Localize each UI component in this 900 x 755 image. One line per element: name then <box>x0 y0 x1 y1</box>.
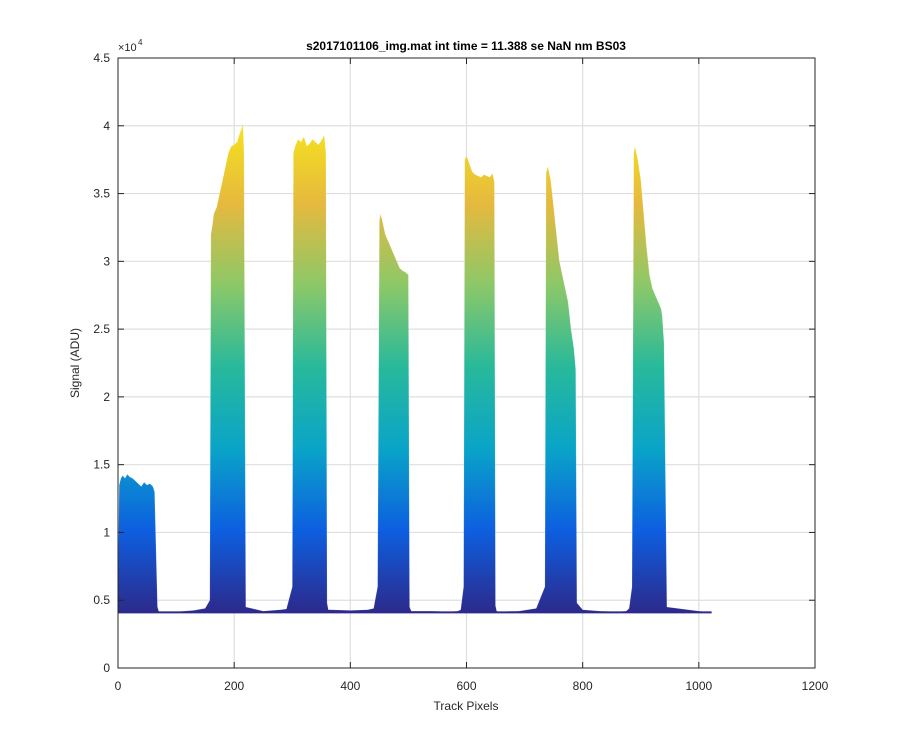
y-axis-label: Signal (ADU) <box>68 328 82 398</box>
y-tick-label: 3.5 <box>93 187 110 201</box>
x-tick-label: 1200 <box>802 679 829 693</box>
y-tick-label: 3 <box>103 254 110 268</box>
x-tick-label: 600 <box>456 679 476 693</box>
y-exponent-power: 4 <box>138 38 143 47</box>
y-tick-label: 2 <box>103 390 110 404</box>
axis-ticks: 0 200 400 600 800 1000 1200 0 0.5 1 1.5 2 2.5 3 3.5 4 4.… <box>93 51 828 693</box>
chart-title: s2017101106_img.mat int time = 11.388 se… <box>306 39 626 53</box>
signal-envelope-line <box>118 123 712 613</box>
signal-area <box>118 123 712 613</box>
x-tick-label: 400 <box>340 679 360 693</box>
x-tick-label: 0 <box>115 679 122 693</box>
x-tick-label: 800 <box>573 679 593 693</box>
y-tick-label: 4.5 <box>93 51 110 65</box>
data-layer <box>118 123 712 614</box>
y-tick-label: 0.5 <box>93 593 110 607</box>
x-tick-label: 1000 <box>685 679 712 693</box>
y-tick-label: 0 <box>103 661 110 675</box>
y-tick-label: 1.5 <box>93 458 110 472</box>
x-axis-label: Track Pixels <box>434 699 499 713</box>
x-tick-label: 200 <box>224 679 244 693</box>
y-exponent-base: ×10 <box>118 42 137 54</box>
y-tick-label: 4 <box>103 119 110 133</box>
y-tick-label: 1 <box>103 525 110 539</box>
y-tick-label: 2.5 <box>93 322 110 336</box>
